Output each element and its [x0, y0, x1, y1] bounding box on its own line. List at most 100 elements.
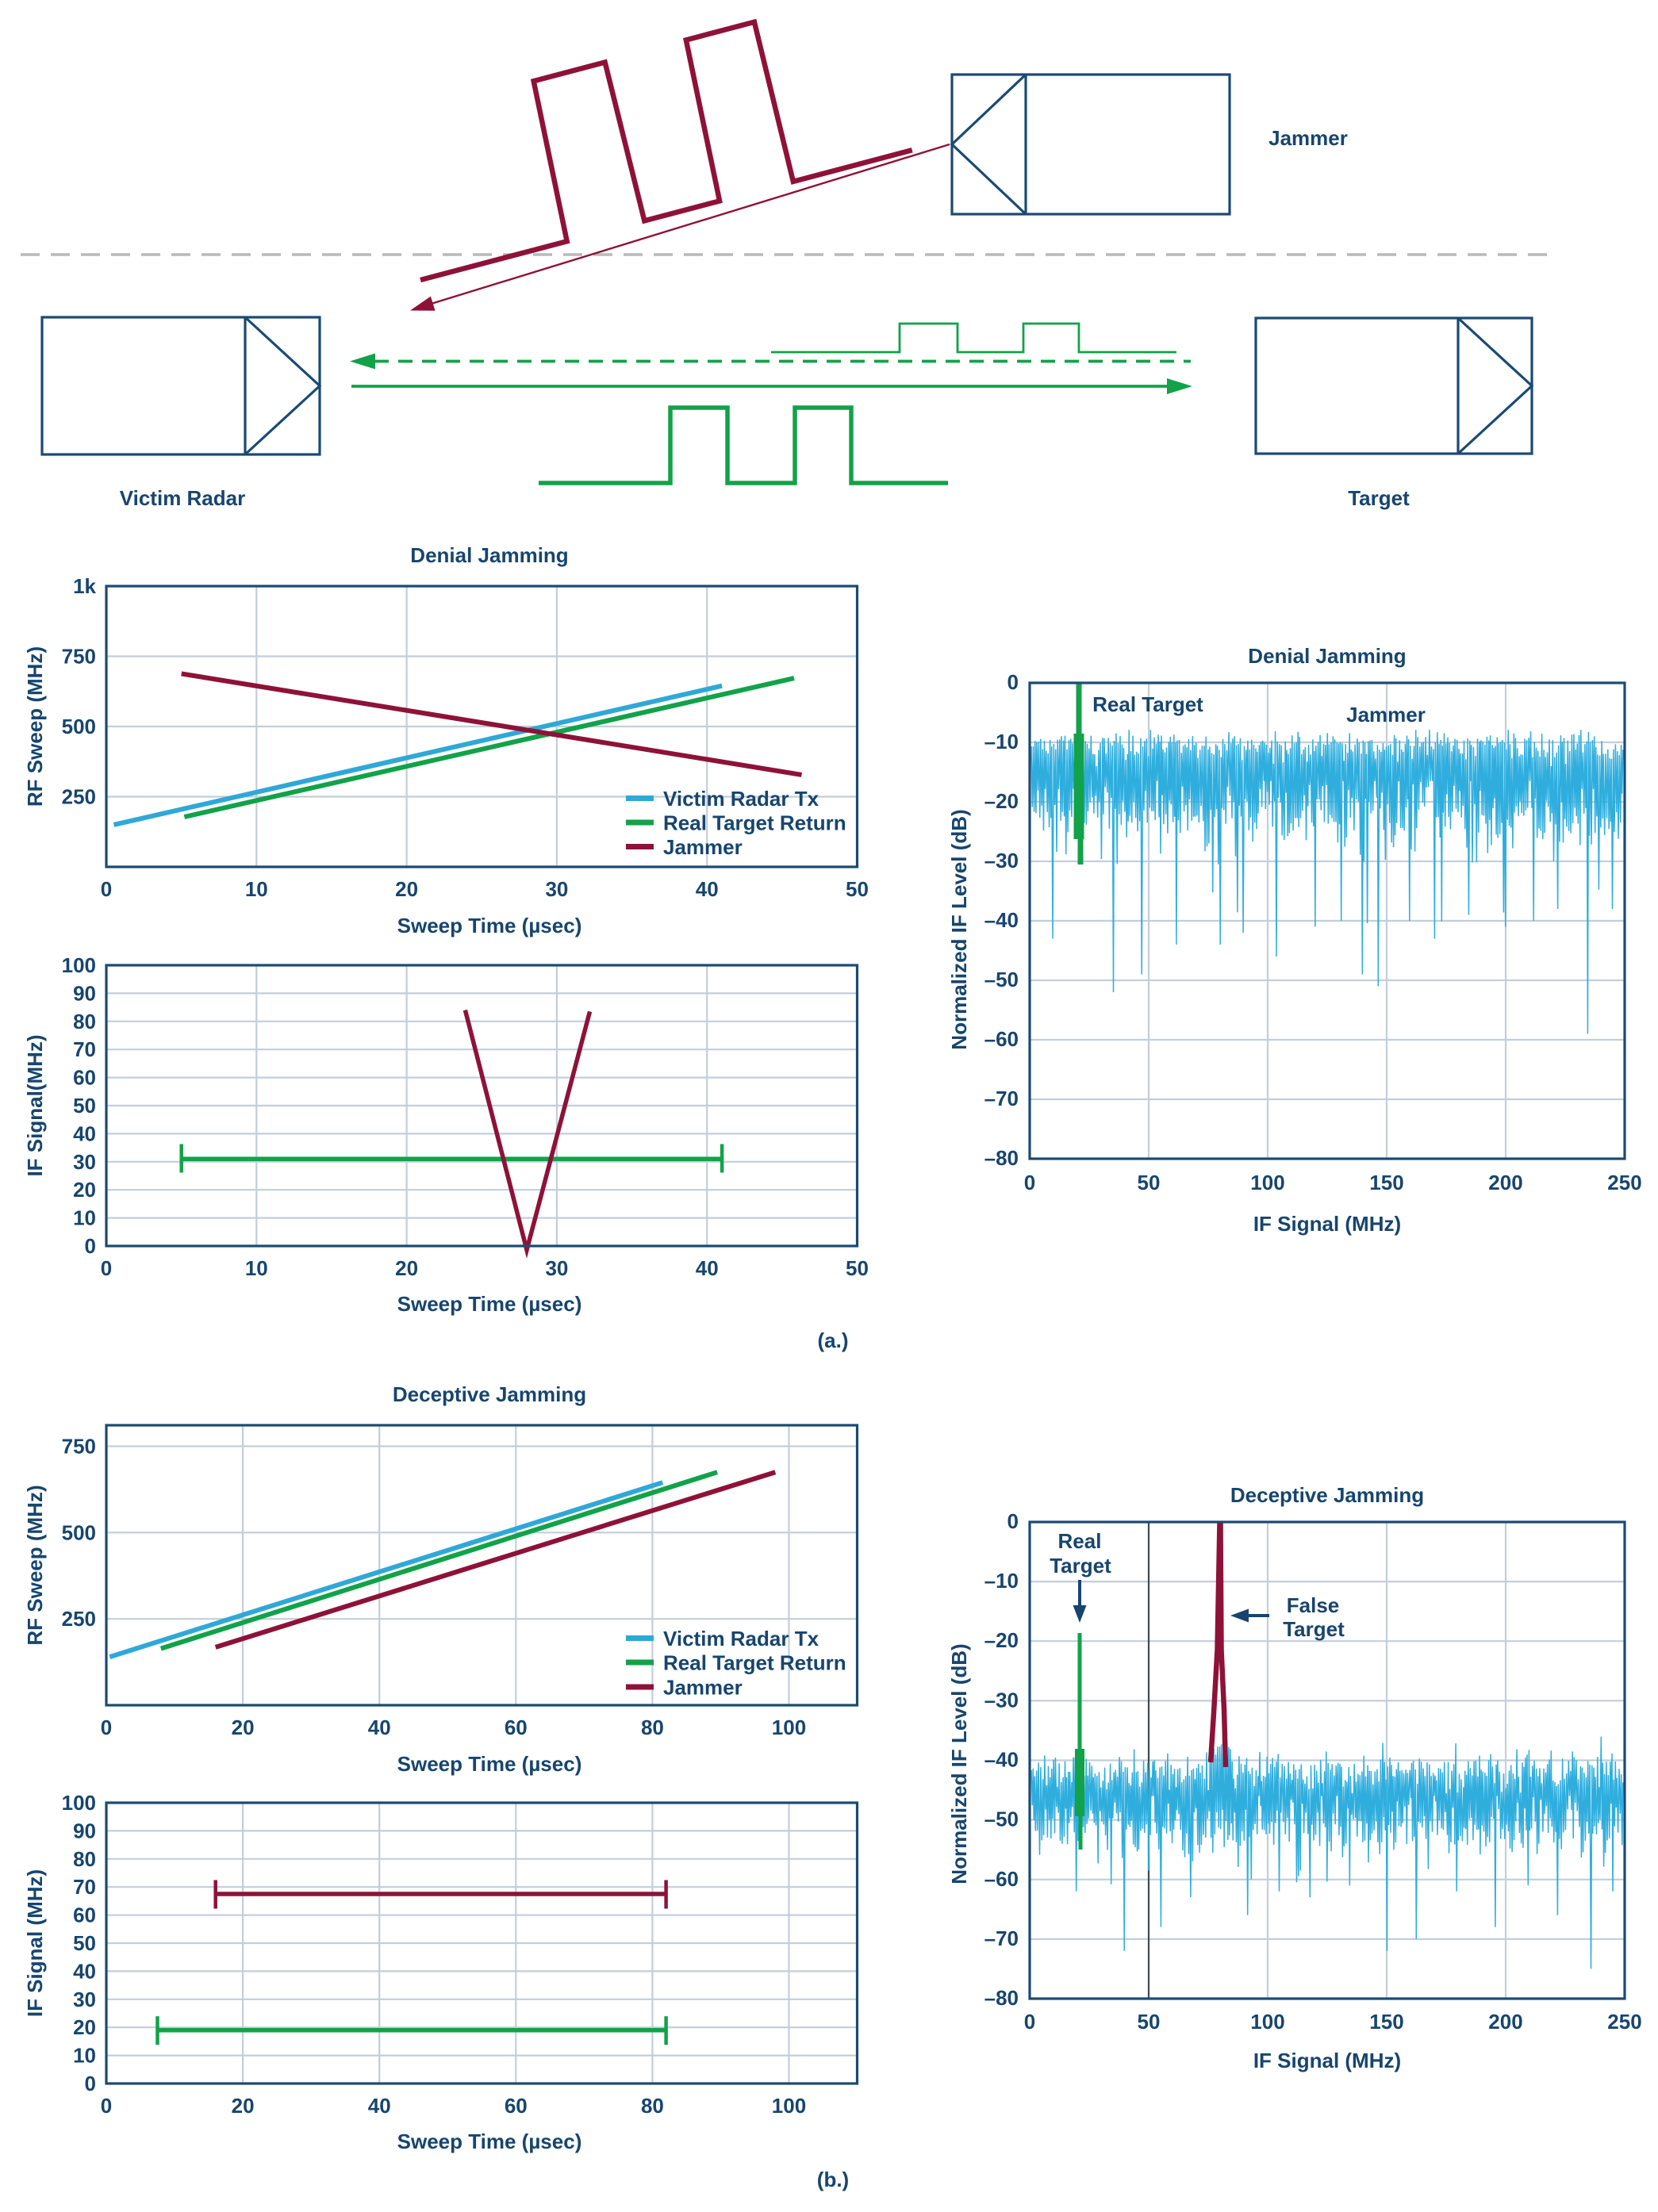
svg-text:40: 40 — [368, 1716, 391, 1739]
svg-text:150: 150 — [1369, 2010, 1403, 2034]
svg-text:–10: –10 — [984, 730, 1019, 753]
svg-text:–50: –50 — [984, 1808, 1019, 1831]
svg-text:Target: Target — [1283, 1617, 1345, 1641]
svg-text:150: 150 — [1369, 1171, 1403, 1194]
svg-text:750: 750 — [62, 645, 96, 669]
svg-text:Target: Target — [1348, 486, 1410, 510]
svg-text:500: 500 — [62, 715, 96, 738]
svg-text:–40: –40 — [984, 908, 1019, 932]
svg-text:IF Signal (MHz): IF Signal (MHz) — [23, 1869, 47, 2017]
svg-text:0: 0 — [1007, 670, 1019, 694]
svg-text:40: 40 — [696, 1256, 719, 1280]
svg-text:60: 60 — [505, 1716, 528, 1739]
svg-text:RF Sweep (MHz): RF Sweep (MHz) — [23, 1485, 47, 1645]
svg-text:(a.): (a.) — [818, 1328, 849, 1352]
svg-text:90: 90 — [73, 1819, 96, 1842]
svg-text:100: 100 — [772, 2094, 806, 2118]
svg-text:10: 10 — [73, 1206, 96, 1230]
svg-text:20: 20 — [73, 2015, 96, 2039]
svg-text:–60: –60 — [984, 1867, 1019, 1891]
svg-text:1k: 1k — [73, 574, 96, 598]
svg-text:30: 30 — [73, 1150, 96, 1174]
svg-text:Real: Real — [1058, 1529, 1102, 1553]
svg-text:–50: –50 — [984, 968, 1019, 991]
svg-text:750: 750 — [62, 1435, 96, 1459]
svg-text:–20: –20 — [984, 789, 1019, 813]
svg-text:Victim Radar Tx: Victim Radar Tx — [663, 787, 819, 811]
svg-text:40: 40 — [73, 1959, 96, 1983]
svg-text:100: 100 — [62, 953, 96, 977]
svg-text:0: 0 — [101, 2094, 112, 2118]
svg-text:0: 0 — [1024, 1171, 1035, 1194]
svg-text:0: 0 — [85, 1234, 96, 1258]
svg-text:Jammer: Jammer — [1268, 126, 1348, 150]
svg-text:70: 70 — [73, 1037, 96, 1061]
svg-text:50: 50 — [73, 1931, 96, 1955]
svg-text:10: 10 — [73, 2044, 96, 2068]
svg-text:100: 100 — [1250, 2010, 1284, 2034]
svg-text:IF Signal (MHz): IF Signal (MHz) — [1253, 1212, 1401, 1236]
svg-text:100: 100 — [1250, 1171, 1284, 1194]
svg-text:Deceptive Jamming: Deceptive Jamming — [393, 1382, 586, 1406]
svg-text:250: 250 — [62, 1607, 96, 1631]
svg-text:Victim Radar Tx: Victim Radar Tx — [663, 1627, 819, 1650]
svg-text:Real Target Return: Real Target Return — [663, 1651, 846, 1675]
svg-text:Normalized IF Level (dB): Normalized IF Level (dB) — [947, 1643, 971, 1884]
svg-text:20: 20 — [232, 1716, 255, 1739]
svg-text:30: 30 — [73, 1988, 96, 2011]
svg-text:80: 80 — [73, 1010, 96, 1033]
svg-text:250: 250 — [1607, 1171, 1641, 1194]
svg-text:Normalized IF Level (dB): Normalized IF Level (dB) — [947, 809, 971, 1049]
svg-text:Real Target Return: Real Target Return — [663, 811, 846, 835]
svg-text:250: 250 — [1607, 2010, 1641, 2034]
svg-text:250: 250 — [62, 785, 96, 809]
svg-text:100: 100 — [772, 1716, 806, 1739]
svg-text:80: 80 — [73, 1847, 96, 1871]
svg-text:Sweep Time (µsec): Sweep Time (µsec) — [397, 1752, 582, 1776]
svg-text:80: 80 — [641, 1716, 664, 1739]
svg-text:Deceptive Jamming: Deceptive Jamming — [1230, 1483, 1424, 1507]
svg-text:Real Target: Real Target — [1092, 692, 1203, 716]
svg-text:0: 0 — [1007, 1509, 1019, 1533]
svg-text:0: 0 — [101, 1256, 112, 1280]
svg-text:Jammer: Jammer — [663, 835, 743, 859]
svg-text:Sweep Time (µsec): Sweep Time (µsec) — [397, 2130, 582, 2153]
svg-text:30: 30 — [545, 877, 568, 901]
svg-text:60: 60 — [73, 1066, 96, 1090]
svg-text:50: 50 — [846, 1256, 869, 1280]
svg-text:IF Signal(MHz): IF Signal(MHz) — [23, 1034, 47, 1176]
svg-text:70: 70 — [73, 1875, 96, 1899]
svg-text:RF Sweep (MHz): RF Sweep (MHz) — [23, 646, 47, 807]
svg-text:40: 40 — [73, 1121, 96, 1145]
svg-text:–20: –20 — [984, 1628, 1019, 1652]
svg-text:0: 0 — [101, 1716, 112, 1739]
svg-text:Jammer: Jammer — [663, 1676, 743, 1700]
svg-text:40: 40 — [696, 877, 719, 901]
svg-text:(b.): (b.) — [817, 2168, 849, 2191]
svg-text:20: 20 — [395, 877, 418, 901]
svg-text:0: 0 — [1024, 2010, 1035, 2034]
svg-text:–70: –70 — [984, 1087, 1019, 1110]
svg-text:–10: –10 — [984, 1569, 1019, 1593]
svg-text:50: 50 — [1138, 1171, 1161, 1194]
svg-text:10: 10 — [245, 877, 268, 901]
svg-text:200: 200 — [1488, 1171, 1522, 1194]
svg-text:30: 30 — [545, 1256, 568, 1280]
svg-text:60: 60 — [73, 1903, 96, 1927]
svg-text:50: 50 — [1138, 2010, 1161, 2034]
svg-text:60: 60 — [505, 2094, 528, 2118]
svg-text:100: 100 — [62, 1791, 96, 1815]
svg-text:Victim Radar: Victim Radar — [120, 486, 245, 510]
svg-text:50: 50 — [73, 1094, 96, 1118]
svg-text:Denial Jamming: Denial Jamming — [410, 543, 568, 567]
svg-text:20: 20 — [395, 1256, 418, 1280]
svg-text:200: 200 — [1488, 2010, 1522, 2034]
svg-text:–80: –80 — [984, 1146, 1019, 1170]
svg-text:–80: –80 — [984, 1986, 1019, 2010]
svg-text:50: 50 — [846, 877, 869, 901]
svg-text:Sweep Time (µsec): Sweep Time (µsec) — [397, 1292, 582, 1316]
svg-text:–60: –60 — [984, 1027, 1019, 1051]
svg-text:Sweep Time (µsec): Sweep Time (µsec) — [397, 914, 582, 937]
svg-text:–30: –30 — [984, 849, 1019, 872]
svg-text:20: 20 — [232, 2094, 255, 2118]
